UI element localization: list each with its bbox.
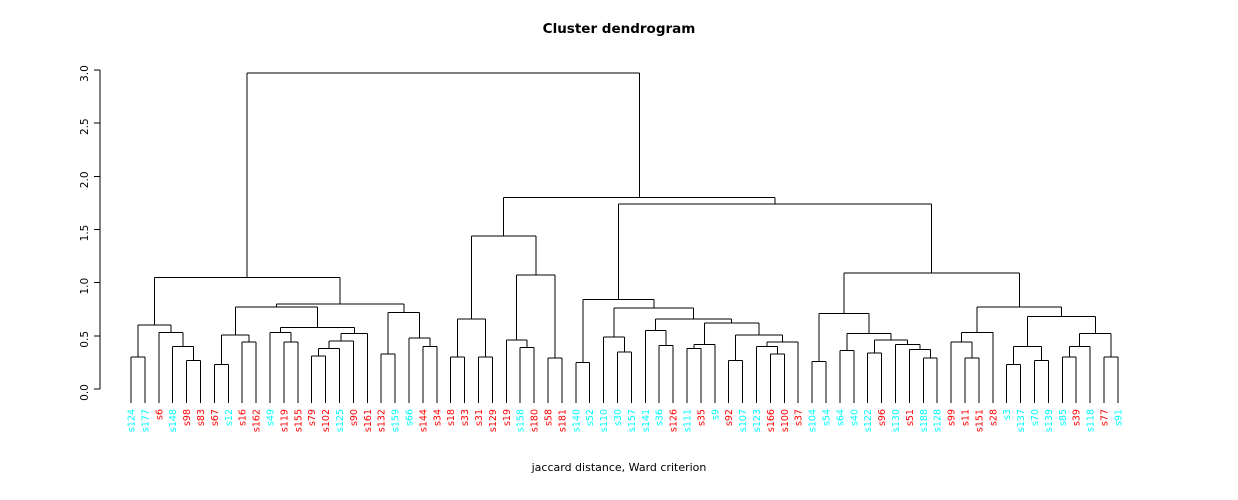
leaf-label: s11	[961, 409, 972, 426]
leaf-label: s125	[335, 409, 346, 432]
leaf-label: s98	[182, 409, 193, 426]
leaf-label: s123	[752, 409, 763, 432]
leaf-label: s148	[168, 409, 179, 432]
leaf-label: s30	[613, 409, 624, 426]
leaf-label: s33	[460, 409, 471, 426]
leaf-label: s129	[488, 409, 499, 432]
leaf-label: s188	[919, 409, 930, 432]
leaf-label: s111	[683, 409, 694, 432]
leaf-label: s132	[377, 409, 388, 432]
leaf-label: s140	[571, 409, 582, 432]
leaf-label: s166	[766, 409, 777, 432]
leaf-label: s91	[1113, 409, 1124, 426]
leaf-label: s85	[1058, 409, 1069, 426]
leaf-label: s16	[238, 409, 249, 426]
leaf-label: s180	[530, 409, 541, 432]
leaf-label: s130	[891, 409, 902, 432]
leaf-label: s155	[293, 409, 304, 432]
leaf-label: s100	[780, 409, 791, 432]
leaf-label: s139	[1044, 409, 1055, 432]
leaf-label: s3	[1002, 409, 1013, 420]
leaf-label: s119	[279, 409, 290, 432]
leaf-label: s28	[988, 409, 999, 426]
leaf-label: s137	[1016, 409, 1027, 432]
leaf-label: s181	[557, 409, 568, 432]
leaf-label: s124	[127, 409, 138, 432]
y-tick-label: 0.0	[79, 384, 91, 401]
leaf-label: s19	[502, 409, 513, 426]
leaf-label: s104	[808, 409, 819, 432]
leaf-label: s126	[669, 409, 680, 432]
leaf-label: s144	[418, 409, 429, 432]
y-tick-label: 2.0	[79, 171, 91, 188]
leaf-label: s64	[835, 409, 846, 426]
y-tick-label: 1.0	[79, 278, 91, 295]
leaf-label: s159	[391, 409, 402, 432]
leaf-label: s49	[266, 409, 277, 426]
leaf-label: s79	[307, 409, 318, 426]
leaf-label: s36	[655, 409, 666, 426]
leaf-label: s102	[321, 409, 332, 432]
leaf-label: s51	[905, 409, 916, 426]
leaf-label: s92	[724, 409, 735, 426]
leaf-label: s54	[822, 409, 833, 426]
leaf-label: s9	[710, 409, 721, 420]
leaf-label: s122	[863, 409, 874, 432]
chart-title: Cluster dendrogram	[542, 21, 696, 37]
leaf-label: s52	[585, 409, 596, 426]
leaf-label: s58	[544, 409, 555, 426]
leaf-label: s157	[627, 409, 638, 432]
leaf-label: s158	[516, 409, 527, 432]
leaf-label: s67	[210, 409, 221, 426]
y-tick-label: 1.5	[79, 225, 91, 242]
leaf-label: s118	[1086, 409, 1097, 432]
leaf-label: s99	[947, 409, 958, 426]
leaf-label: s12	[224, 409, 235, 426]
leaf-label: s66	[405, 409, 416, 426]
leaf-label: s151	[974, 409, 985, 432]
leaf-label: s77	[1100, 409, 1111, 426]
chart-subtitle: jaccard distance, Ward criterion	[531, 461, 707, 474]
leaf-label: s110	[599, 409, 610, 432]
leaf-label: s107	[738, 409, 749, 432]
y-tick-label: 2.5	[79, 118, 91, 135]
leaf-label: s162	[252, 409, 263, 432]
leaf-label: s6	[154, 409, 165, 420]
leaf-label: s37	[794, 409, 805, 426]
leaf-label: s40	[849, 409, 860, 426]
leaf-label: s18	[446, 409, 457, 426]
y-tick-label: 0.5	[79, 331, 91, 348]
leaf-label: s83	[196, 409, 207, 426]
leaf-label: s90	[349, 409, 360, 426]
leaf-label: s39	[1072, 409, 1083, 426]
leaf-label: s70	[1030, 409, 1041, 426]
leaf-label: s141	[641, 409, 652, 432]
leaf-label: s177	[140, 409, 151, 432]
leaf-label: s161	[363, 409, 374, 432]
leaf-label: s31	[474, 409, 485, 426]
y-tick-label: 3.0	[79, 65, 91, 82]
leaf-label: s35	[696, 409, 707, 426]
leaf-label: s96	[877, 409, 888, 426]
leaf-label: s34	[432, 409, 443, 426]
leaf-label: s128	[933, 409, 944, 432]
